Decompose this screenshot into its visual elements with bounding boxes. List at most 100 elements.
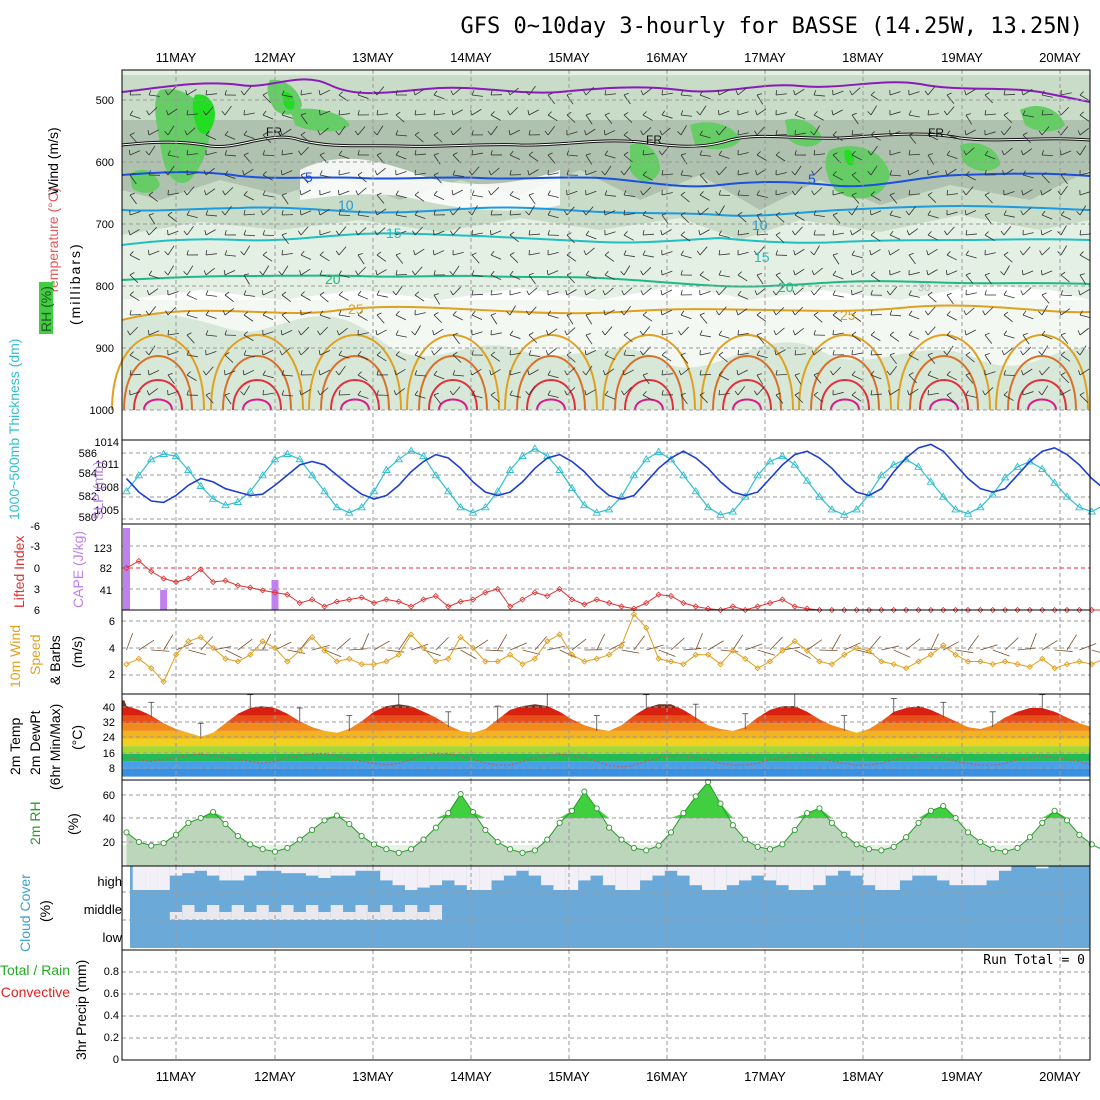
wind-barb [870,393,882,396]
wind-barb [148,129,159,136]
wind-barb-feather [129,132,135,136]
wind-barb-feather [395,270,398,276]
surface-wind-barb [707,640,724,651]
rh-band-low-mid [122,314,1090,410]
wind-barb-feather [281,193,287,196]
wind-barb-feather [298,350,302,356]
wind-barb [699,334,711,338]
wind-speed-marker [407,631,415,638]
thickness-marker [1037,464,1047,472]
wind-barb-feather [338,390,341,396]
wind-barb [813,347,823,356]
wind-barb [699,194,710,201]
wind-barb [262,174,273,181]
wind-barb [395,354,406,361]
wind-barb-feather [376,312,382,316]
wind-barb-feather [715,310,720,316]
wind-barb-feather [584,130,587,136]
lifted-index-marker [185,575,192,582]
wind-barb [737,172,749,176]
wind-barb-feather [927,352,933,356]
wind-speed-marker [544,638,551,645]
wind-barb [870,353,883,356]
wind-barb [1041,229,1053,236]
lifted-index-marker [927,606,934,614]
wind-barb [167,265,174,276]
wind-barb [813,214,825,218]
wind-barb [376,254,387,262]
wind-frame [121,609,1091,695]
high-cloud-clear [145,866,158,890]
high-cloud-clear [974,866,987,886]
wind-barb [547,194,559,198]
wind-barb-feather [813,230,816,236]
wind-barb [1022,246,1031,256]
wind-barb-feather [717,90,720,96]
wind-barb-feather [735,90,739,96]
wind-barb [585,365,593,376]
wind-barb [1003,168,1014,176]
wind-barb [946,394,955,404]
middle-cloud-clear [355,905,368,920]
surface-wind-barb [819,649,838,652]
wind-barb [547,154,556,164]
wind-barb [281,330,293,336]
wind-barb [642,114,653,121]
wind-barb [319,369,331,376]
rh-marker [1002,848,1009,855]
wind-barb-feather [300,172,306,176]
wind-barb [566,354,576,363]
high-cloud-clear [343,866,356,876]
wind-barb-feather [167,372,173,376]
wind-barb-feather [889,352,895,356]
surface-wind-barb [782,646,801,651]
wind-barb-feather [756,332,762,336]
wind-barb [1079,145,1087,156]
rh-marker [816,805,823,812]
ylabel-temp-b: 2m DewPt [27,710,43,775]
lifted-index-marker [420,596,427,603]
wind-barb [889,91,901,96]
wind-barb [205,366,214,376]
wind-barb [205,253,217,256]
wind-barb [1003,334,1015,339]
wind-barb-feather [338,350,343,356]
wind-barb [775,307,785,316]
pressure-tick: 900 [96,343,114,355]
wind-barb-feather [927,153,933,156]
surface-wind-barb [522,649,541,655]
rh-marker [210,808,217,816]
wind-barb [338,226,347,236]
wind-barb-feather [186,290,191,296]
wind-barb-feather [452,311,457,316]
precip-tick: 0.4 [104,1010,119,1022]
wind-speed-marker [284,658,291,665]
wind-barb [490,187,500,196]
wind-barb-feather [621,290,625,296]
wind-barb-feather [792,230,796,236]
wind-barb-feather [642,311,648,316]
rh-green-patch [690,122,740,150]
lifted-index-marker [234,582,241,589]
wind-barb [661,214,669,225]
wind-barb [927,306,936,316]
wind-barb-feather [414,390,419,396]
wind-barb [452,206,461,216]
wind-barb [870,334,881,342]
wind-barb-feather [281,370,285,376]
wind-barb [376,269,387,276]
wind-barb-feather [1003,330,1007,336]
wind-barb-feather [680,212,686,216]
wind-barb [775,172,787,176]
thickness-marker [728,507,738,515]
wind-barb [281,252,293,256]
wind-barb [205,93,217,96]
wind-barb-feather [963,310,967,316]
wind-barb-feather [680,290,683,296]
wind-barb [300,146,309,156]
wind-barb [490,230,502,236]
high-cloud-clear [256,866,269,871]
wind-barb [376,167,386,176]
wind-barb [167,108,178,116]
wind-barb-feather [696,110,701,116]
